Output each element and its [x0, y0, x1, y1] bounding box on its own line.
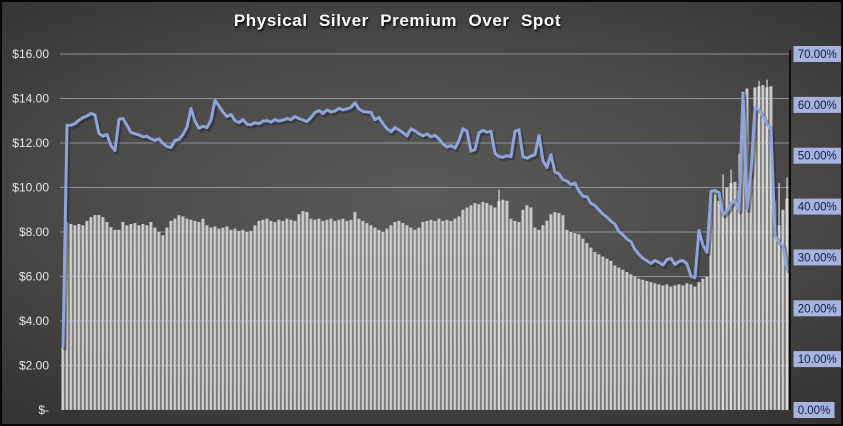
svg-text:20.00%: 20.00%	[798, 303, 837, 315]
svg-text:$4.00: $4.00	[19, 314, 49, 328]
line-series	[61, 92, 789, 349]
svg-text:10.00%: 10.00%	[798, 354, 837, 366]
gridlines	[60, 53, 790, 366]
svg-text:$2.00: $2.00	[19, 359, 49, 373]
svg-text:$14.00: $14.00	[12, 92, 49, 106]
svg-text:$6.00: $6.00	[19, 270, 49, 284]
svg-text:30.00%: 30.00%	[798, 252, 837, 264]
svg-text:60.00%: 60.00%	[798, 100, 837, 112]
svg-text:50.00%: 50.00%	[798, 151, 837, 163]
chart-title: Physical Silver Premium Over Spot	[233, 11, 562, 30]
right-axis-labels: 70.00% 60.00% 50.00% 40.00% 30.00% 20.00% 10.0…	[793, 46, 841, 418]
svg-text:$12.00: $12.00	[12, 136, 49, 150]
wick-spikes	[498, 79, 788, 410]
svg-text:70.00%: 70.00%	[798, 49, 837, 61]
svg-text:0.00%: 0.00%	[798, 405, 831, 417]
svg-text:40.00%: 40.00%	[798, 202, 837, 214]
svg-text:$10.00: $10.00	[12, 181, 49, 195]
left-axis-labels: $16.00 $14.00 $12.00 $10.00 $8.00 $6.00 $4.00 $…	[12, 47, 49, 417]
svg-text:$8.00: $8.00	[19, 225, 49, 239]
svg-text:$-: $-	[38, 403, 49, 417]
bar-series	[61, 85, 789, 411]
svg-text:$16.00: $16.00	[12, 47, 49, 61]
line-series-shadow	[63, 94, 791, 351]
